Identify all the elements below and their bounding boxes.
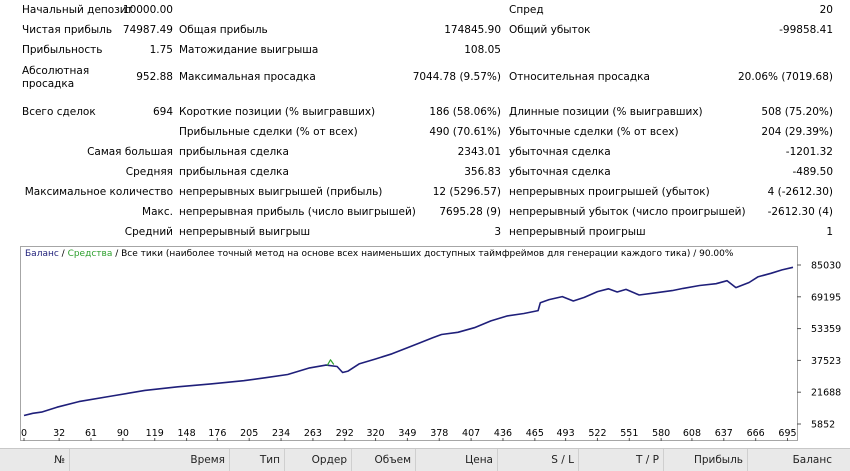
loss-trades-value: 204 (29.39%): [761, 126, 833, 138]
average-profit-value: 356.83: [464, 166, 501, 178]
loss-trades-label: Убыточные сделки (% от всех): [509, 126, 679, 138]
max-consecutive-losses-label: непрерывных проигрышей (убыток): [509, 186, 710, 198]
col-type-header[interactable]: Тип: [230, 449, 285, 471]
spread-value: 20: [819, 4, 833, 16]
absolute-drawdown-label: Абсолютная просадка: [22, 65, 89, 91]
report-statistics: Начальный депозит 10000.00 Спред 20 Чист…: [0, 0, 850, 242]
spread-label: Спред: [509, 4, 544, 16]
largest-profit-label: прибыльная сделка: [179, 146, 289, 158]
stat-row-trades: Всего сделок 694 Короткие позиции (% выи…: [0, 102, 850, 122]
col-stop-loss-header[interactable]: S / L: [498, 449, 579, 471]
absolute-drawdown-label-line1: Абсолютная: [22, 65, 90, 77]
max-label: Макс.: [142, 206, 173, 218]
average-label: Средняя: [125, 166, 173, 178]
legend-separator: /: [58, 249, 68, 259]
profit-trades-label: Прибыльные сделки (% от всех): [179, 126, 358, 138]
avg-consecutive-losses-value: 1: [826, 226, 833, 238]
y-axis: 85030 69195 53359 37523 21688 5852: [797, 261, 841, 431]
y-tick-label: 21688: [811, 388, 841, 399]
average-loss-label: убыточная сделка: [509, 166, 611, 178]
max-consecutive-wins-label: непрерывных выигрышей (прибыль): [179, 186, 383, 198]
average-profit-label: прибыльная сделка: [179, 166, 289, 178]
col-time-header[interactable]: Время: [70, 449, 230, 471]
y-tick-label: 85030: [811, 261, 841, 272]
short-positions-label: Короткие позиции (% выигравших): [179, 106, 376, 118]
long-positions-value: 508 (75.20%): [761, 106, 833, 118]
col-take-profit-header[interactable]: T / P: [579, 449, 664, 471]
stat-row-max: Макс. непрерывная прибыль (число выигрыш…: [0, 202, 850, 222]
gross-profit-label: Общая прибыль: [179, 24, 268, 36]
expected-payoff-value: 108.05: [464, 44, 501, 56]
absolute-drawdown-value: 952.88: [136, 71, 173, 83]
stat-row-win-loss: Прибыльные сделки (% от всех) 490 (70.61…: [0, 122, 850, 142]
col-balance-header[interactable]: Баланс: [792, 454, 832, 466]
long-positions-label: Длинные позиции (% выигравших): [509, 106, 703, 118]
gross-loss-label: Общий убыток: [509, 24, 591, 36]
avg-consecutive-label: Средний: [124, 226, 173, 238]
net-profit-value: 74987.49: [122, 24, 173, 36]
initial-deposit-value: 10000.00: [122, 4, 173, 16]
avg-consecutive-wins-value: 3: [494, 226, 501, 238]
max-consecutive-profit-label: непрерывная прибыль (число выигрышей): [179, 206, 416, 218]
stat-row-profit: Чистая прибыль 74987.49 Общая прибыль 17…: [0, 20, 850, 40]
largest-profit-value: 2343.01: [457, 146, 501, 158]
relative-drawdown-value: 20.06% (7019.68): [738, 71, 833, 83]
legend-test-info: Все тики (наиболее точный метод на основ…: [121, 249, 734, 259]
col-order-header[interactable]: Ордер: [285, 449, 352, 471]
legend-balance: Баланс: [25, 249, 59, 259]
y-tick-label: 53359: [811, 324, 841, 335]
largest-label: Самая большая: [87, 146, 173, 158]
max-consecutive-loss-value: -2612.30 (4): [767, 206, 833, 218]
col-number-header[interactable]: №: [0, 449, 70, 471]
net-profit-label: Чистая прибыль: [22, 24, 113, 36]
y-tick-label: 69195: [811, 292, 841, 303]
profit-trades-value: 490 (70.61%): [429, 126, 501, 138]
total-trades-label: Всего сделок: [22, 106, 96, 118]
stat-row-max-count: Максимальное количество непрерывных выиг…: [0, 182, 850, 202]
y-tick-label: 37523: [811, 356, 841, 367]
legend-separator: /: [112, 249, 122, 259]
chart-legend: Баланс / Средства / Все тики (наиболее т…: [25, 249, 733, 259]
profit-factor-value: 1.75: [149, 44, 173, 56]
balance-chart: Баланс / Средства / Все тики (наиболее т…: [20, 246, 798, 441]
max-drawdown-label: Максимальная просадка: [179, 71, 316, 83]
stat-row-largest: Самая большая прибыльная сделка 2343.01 …: [0, 142, 850, 162]
largest-loss-value: -1201.32: [785, 146, 833, 158]
initial-deposit-label: Начальный депозит: [22, 4, 133, 16]
max-consecutive-loss-label: непрерывный убыток (число проигрышей): [509, 206, 746, 218]
absolute-drawdown-label-line2: просадка: [22, 78, 75, 90]
total-trades-value: 694: [152, 106, 173, 118]
stat-row-avg-consecutive: Средний непрерывный выигрыш 3 непрерывны…: [0, 222, 850, 242]
relative-drawdown-label: Относительная просадка: [509, 71, 650, 83]
max-consecutive-profit-value: 7695.28 (9): [439, 206, 501, 218]
max-drawdown-value: 7044.78 (9.57%): [412, 71, 501, 83]
max-consecutive-wins-value: 12 (5296.57): [432, 186, 501, 198]
gross-profit-value: 174845.90: [444, 24, 501, 36]
max-count-label: Максимальное количество: [24, 186, 173, 198]
y-tick-label: 5852: [811, 420, 835, 431]
average-loss-value: -489.50: [792, 166, 833, 178]
profit-factor-label: Прибыльность: [22, 44, 103, 56]
avg-consecutive-wins-label: непрерывный выигрыш: [179, 226, 311, 238]
largest-loss-label: убыточная сделка: [509, 146, 611, 158]
avg-consecutive-losses-label: непрерывный проигрыш: [509, 226, 646, 238]
stat-row-drawdown: Абсолютная просадка 952.88 Максимальная …: [0, 63, 850, 91]
legend-equity: Средства: [67, 249, 113, 259]
stat-row-average: Средняя прибыльная сделка 356.83 убыточн…: [0, 162, 850, 182]
expected-payoff-label: Матожидание выигрыша: [179, 44, 319, 56]
stat-row-deposit: Начальный депозит 10000.00 Спред 20: [0, 0, 850, 20]
stat-row-factor: Прибыльность 1.75 Матожидание выигрыша 1…: [0, 40, 850, 60]
col-price-header[interactable]: Цена: [416, 449, 498, 471]
col-volume-header[interactable]: Объем: [352, 449, 416, 471]
gross-loss-value: -99858.41: [779, 24, 833, 36]
short-positions-value: 186 (58.06%): [429, 106, 501, 118]
col-profit-header[interactable]: Прибыль: [664, 449, 748, 471]
max-consecutive-losses-value: 4 (-2612.30): [767, 186, 833, 198]
